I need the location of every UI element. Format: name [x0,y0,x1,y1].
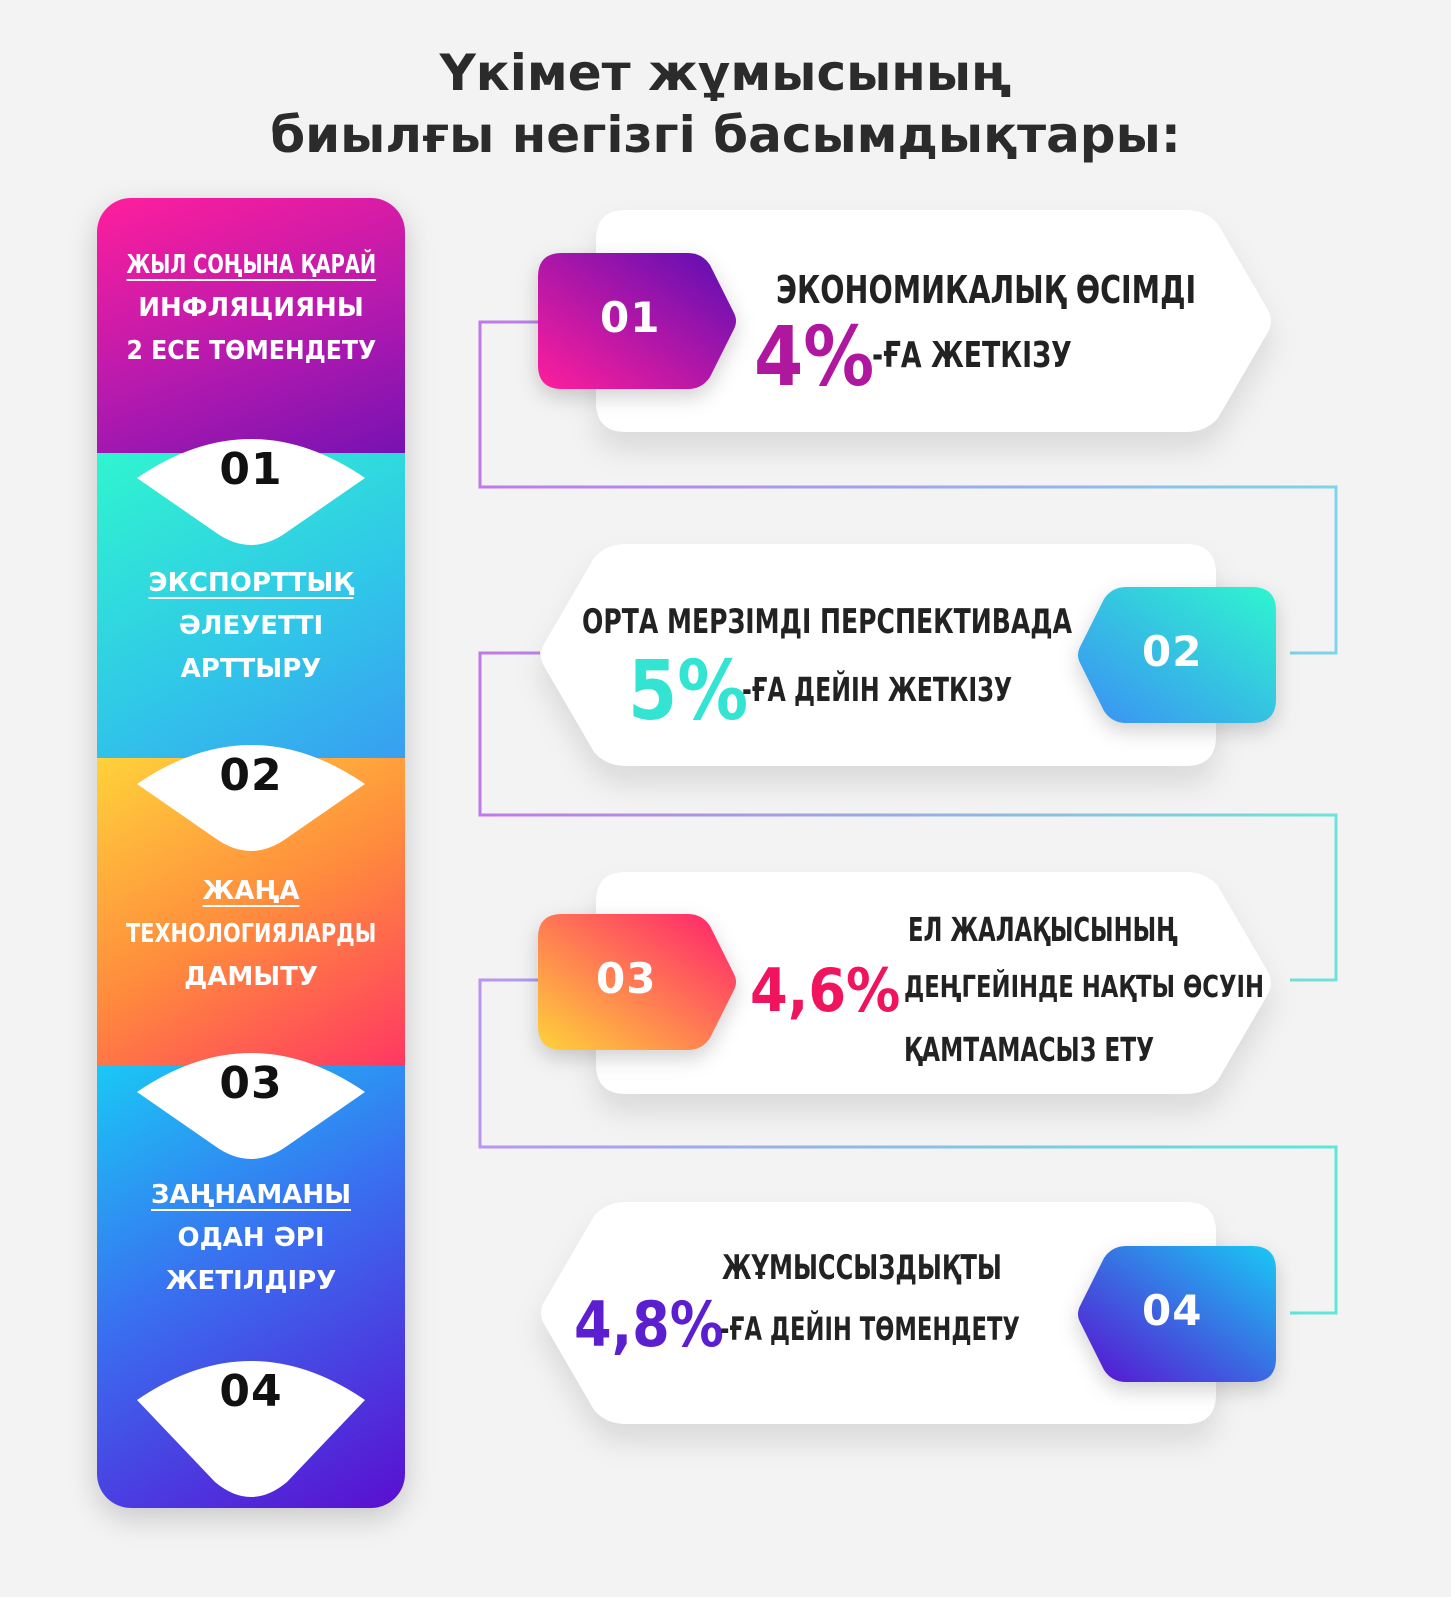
card-3-number: 03 [596,954,657,1003]
chevron-1 [137,439,365,545]
left-item-1-line-2: ИНФЛЯЦИЯНЫ [138,293,364,323]
badge-2-shape [1078,587,1276,723]
priority-card-2 [536,544,1216,766]
left-item-2-line-2: ӘЛЕУЕТТІ [178,611,324,641]
chevron-4 [137,1361,365,1497]
card-2-shape [541,544,1216,766]
left-item-4-line-1: ЗАҢНАМАНЫ [150,1180,352,1210]
card-1-shape [596,210,1271,432]
card-2-suffix: -ҒА ДЕЙІН ЖЕТКІЗУ [742,670,1013,709]
card-4-number: 04 [1142,1286,1203,1335]
card-2-badge: 02 [1076,587,1276,723]
card-4-shape [541,1202,1216,1424]
left-item-2-number: 02 [219,750,283,801]
priority-card-3 [596,872,1276,1094]
card-4-suffix: -ҒА ДЕЙІН ТӨМЕНДЕТУ [720,1310,1020,1348]
left-item-1-line-3: 2 ЕСЕ ТӨМЕНДЕТУ [126,336,376,366]
left-item-3-line-1: ЖАҢА [202,876,300,906]
card-1-line-1: ЭКОНОМИКАЛЫҚ ӨСІМДІ [776,268,1197,312]
card-1-percent: 4% [754,310,875,405]
left-item-1-line-1: ЖЫЛ СОҢЫНА ҚАРАЙ [126,250,376,280]
badge-1-shape [538,253,736,389]
card-1-number: 01 [600,293,661,342]
card-4-percent: 4,8% [574,1288,724,1361]
card-4-badge: 04 [1076,1246,1276,1382]
left-item-2-text: ЭКСПОРТТЫҚ ӘЛЕУЕТТІ АРТТЫРУ [97,562,405,691]
card-3-line-2: ДЕҢГЕЙІНДЕ НАҚТЫ ӨСУІН [904,970,1265,1005]
left-item-2-line-1: ЭКСПОРТТЫҚ [148,568,354,598]
card-2-line-1: ОРТА МЕРЗІМДІ ПЕРСПЕКТИВАДА [582,602,1073,642]
left-item-3-line-2: ТЕХНОЛОГИЯЛАРДЫ [125,919,377,949]
left-item-4-line-2: ОДАН ӘРІ [177,1223,325,1253]
chevron-3 [137,1053,365,1159]
left-item-1-text: ЖЫЛ СОҢЫНА ҚАРАЙ ИНФЛЯЦИЯНЫ 2 ЕСЕ ТӨМЕНД… [97,244,405,373]
card-1-badge: 01 [538,253,738,389]
card-1-suffix: -ҒА ЖЕТКІЗУ [872,335,1072,376]
title-line-1: Үкімет жұмысының [439,44,1012,102]
left-item-2-line-3: АРТТЫРУ [180,654,322,684]
card-3-line-1: ЕЛ ЖАЛАҚЫСЫНЫҢ [908,910,1178,949]
card-3-line-3: ҚАМТАМАСЫЗ ЕТУ [904,1030,1155,1069]
card-2-percent: 5% [628,644,749,739]
title-line-2: биылғы негізгі басымдықтары: [270,106,1181,164]
card-3-shape [596,872,1271,1094]
card-3-percent: 4,6% [750,956,901,1026]
left-item-4-line-3: ЖЕТІЛДІРУ [165,1266,337,1296]
left-item-4-text: ЗАҢНАМАНЫ ОДАН ӘРІ ЖЕТІЛДІРУ [97,1174,405,1303]
card-3-badge: 03 [538,914,738,1050]
card-4-line-1: ЖҰМЫССЫЗДЫҚТЫ [722,1248,1002,1288]
left-priorities-column: ЖЫЛ СОҢЫНА ҚАРАЙ ИНФЛЯЦИЯНЫ 2 ЕСЕ ТӨМЕНД… [97,198,405,1508]
card-2-number: 02 [1142,627,1203,676]
badge-3-shape [538,914,736,1050]
priority-card-4 [536,1202,1216,1424]
left-item-4-number: 04 [219,1366,283,1417]
chevron-2 [137,745,365,851]
left-item-3-line-3: ДАМЫТУ [184,962,318,992]
badge-4-shape [1078,1246,1276,1382]
left-item-3-text: ЖАҢА ТЕХНОЛОГИЯЛАРДЫ ДАМЫТУ [97,870,405,999]
left-item-3-number: 03 [219,1058,283,1109]
page-title: Үкімет жұмысының биылғы негізгі басымдық… [0,42,1451,166]
priority-card-1 [596,210,1276,432]
left-item-1-number: 01 [219,444,283,495]
